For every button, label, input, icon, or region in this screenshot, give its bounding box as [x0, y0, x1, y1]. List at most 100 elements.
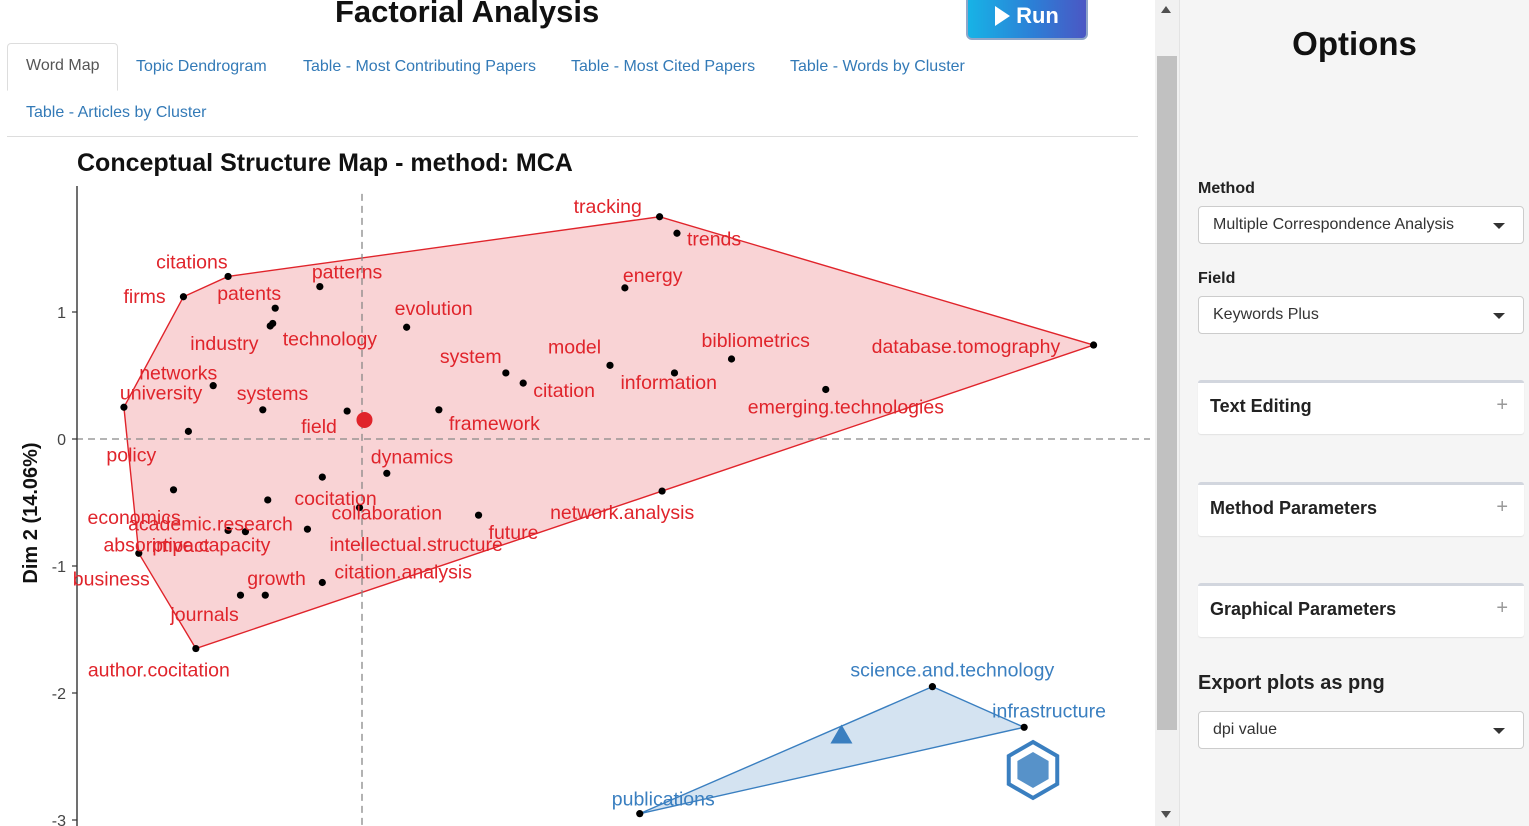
point-citation-analysis — [318, 578, 326, 587]
label-systems: systems — [237, 383, 309, 405]
point-energy — [621, 284, 629, 292]
text-editing-box[interactable]: Text Editing + — [1198, 380, 1524, 434]
method-select-value: Multiple Correspondence Analysis — [1213, 216, 1455, 233]
point-publications — [636, 810, 644, 818]
run-button-label: Run — [1016, 3, 1059, 28]
point-patterns — [316, 283, 324, 291]
point-bibliometrics — [727, 355, 736, 363]
point-intellectual-structure — [303, 525, 312, 533]
label-energy: energy — [623, 265, 683, 287]
field-select[interactable]: Keywords Plus — [1198, 296, 1524, 334]
label-growth: growth — [247, 568, 306, 590]
tab-topic-dendrogram[interactable]: Topic Dendrogram — [136, 58, 267, 75]
run-button[interactable]: Run — [966, 0, 1088, 40]
plus-icon[interactable]: + — [1496, 597, 1508, 619]
point-business — [135, 549, 143, 557]
cluster-2-hull — [639, 685, 1027, 815]
play-icon — [995, 6, 1011, 26]
cluster-1-centroid — [356, 411, 373, 428]
text-editing-title: Text Editing — [1210, 396, 1312, 416]
point-absorptive-capacity — [241, 528, 250, 536]
page-title: Factorial Analysis — [335, 0, 600, 29]
y-tick-label: 0 — [57, 432, 66, 449]
point-networks — [209, 382, 217, 390]
point-tracking — [656, 213, 664, 221]
point-network-analysis — [658, 487, 666, 495]
label-cocitation: cocitation — [294, 488, 376, 510]
point-academic-research — [224, 526, 232, 535]
point-cocitation — [318, 473, 326, 481]
point-information — [670, 369, 679, 377]
method-select[interactable]: Multiple Correspondence Analysis — [1198, 206, 1524, 244]
label-database-tomography: database.tomography — [872, 336, 1061, 358]
method-label: Method — [1198, 180, 1255, 197]
label-network-analysis: network.analysis — [550, 502, 694, 524]
chevron-down-icon — [1493, 313, 1505, 319]
point-framework — [435, 406, 443, 414]
conceptual-structure-map: 1 0 -1 -2 -3 Conceptual Structure Map - metho… — [20, 149, 1150, 826]
scroll-up-icon[interactable] — [1161, 6, 1171, 13]
scroll-down-icon[interactable] — [1161, 811, 1171, 818]
dpi-select-value: dpi value — [1213, 721, 1278, 738]
label-citation-analysis: citation.analysis — [334, 562, 472, 584]
graphical-parameters-title: Graphical Parameters — [1210, 599, 1397, 619]
y-axis-label: Dim 2 (14.06%) — [20, 442, 42, 583]
point-citations — [224, 272, 232, 281]
label-evolution: evolution — [395, 298, 473, 320]
method-parameters-title: Method Parameters — [1210, 498, 1378, 518]
tab-most-contributing-papers[interactable]: Table - Most Contributing Papers — [303, 58, 536, 75]
label-networks: networks — [139, 363, 217, 385]
tab-word-map[interactable]: Word Map — [7, 43, 118, 91]
label-framework: framework — [449, 413, 540, 435]
label-industry: industry — [190, 333, 259, 355]
point-field — [343, 407, 351, 415]
label-business: business — [73, 568, 150, 590]
label-journals: journals — [169, 604, 239, 626]
label-bibliometrics: bibliometrics — [702, 330, 811, 352]
graphical-parameters-box[interactable]: Graphical Parameters + — [1198, 583, 1524, 637]
tab-words-by-cluster[interactable]: Table - Words by Cluster — [790, 58, 965, 75]
point-patents — [271, 304, 279, 312]
point-author-cocitation — [192, 644, 200, 653]
point-economics — [169, 486, 178, 494]
label-policy: policy — [106, 444, 156, 466]
point-collaboration — [355, 503, 364, 512]
label-system: system — [440, 346, 502, 368]
export-title: Export plots as png — [1198, 672, 1385, 694]
point-emerging-technologies — [822, 385, 830, 394]
point-impact — [264, 496, 272, 504]
main-scrollbar[interactable] — [1155, 0, 1179, 826]
point-systems — [259, 406, 267, 414]
point-future — [474, 511, 483, 519]
point-evolution — [403, 323, 411, 331]
y-tick-label: 1 — [57, 305, 66, 322]
tab-articles-by-cluster[interactable]: Table - Articles by Cluster — [26, 104, 207, 121]
label-future: future — [489, 522, 539, 544]
y-tick-label: -1 — [52, 559, 66, 576]
label-citation: citation — [533, 380, 595, 402]
point-infrastructure — [1020, 723, 1028, 731]
dpi-select[interactable]: dpi value — [1198, 711, 1524, 749]
y-tick-label: -2 — [52, 686, 66, 703]
label-technology: technology — [283, 328, 378, 350]
options-sidebar: Options Method Multiple Correspondence A… — [1179, 0, 1529, 826]
label-economics: economics — [88, 507, 181, 529]
point-science-and-technology — [928, 683, 937, 691]
method-parameters-box[interactable]: Method Parameters + — [1198, 482, 1524, 536]
point-trends — [673, 229, 681, 237]
label-dynamics: dynamics — [371, 446, 454, 468]
tab-most-cited-papers[interactable]: Table - Most Cited Papers — [571, 58, 756, 75]
plus-icon[interactable]: + — [1496, 394, 1508, 416]
label-patterns: patterns — [312, 262, 383, 284]
scroll-thumb[interactable] — [1157, 56, 1177, 730]
chevron-down-icon — [1493, 223, 1505, 229]
label-impact: impact — [152, 535, 210, 557]
label-citations: citations — [156, 251, 228, 273]
tab-bar: Word Map Topic Dendrogram Table - Most C… — [7, 43, 1138, 137]
point-growth — [261, 591, 269, 599]
point-policy — [184, 427, 192, 435]
point-database-tomography — [1090, 341, 1098, 349]
chart-title: Conceptual Structure Map - method: MCA — [77, 149, 573, 177]
plus-icon[interactable]: + — [1496, 496, 1508, 518]
label-publications: publications — [612, 789, 715, 811]
